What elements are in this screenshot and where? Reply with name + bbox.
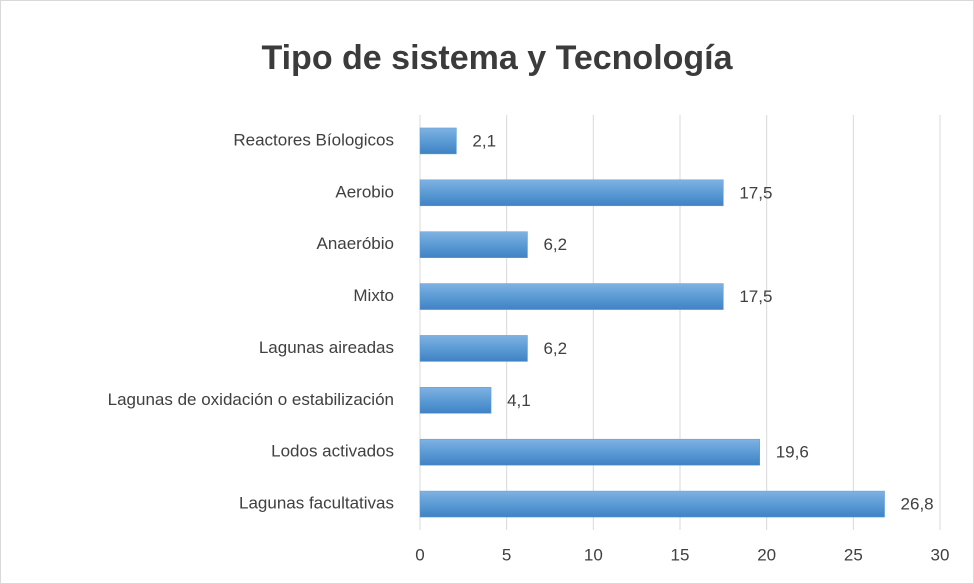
data-label: 6,2 — [543, 339, 567, 358]
data-label: 4,1 — [507, 391, 531, 410]
y-tick-label: Anaeróbio — [316, 234, 394, 253]
x-tick-label: 5 — [502, 545, 511, 564]
chart-title: Tipo de sistema y Tecnología — [261, 39, 733, 77]
x-tick-label: 20 — [757, 545, 776, 564]
data-label: 26,8 — [901, 495, 934, 514]
bar — [419, 490, 885, 518]
x-tick-label: 10 — [584, 545, 603, 564]
bar — [419, 179, 724, 207]
y-tick-label: Mixto — [353, 286, 394, 305]
y-tick-label: Lagunas de oxidación o estabilización — [108, 390, 394, 409]
y-tick-label: Lagunas facultativas — [239, 494, 394, 513]
bar — [419, 231, 528, 258]
bar — [419, 283, 724, 310]
data-label: 17,5 — [739, 287, 772, 306]
bar — [419, 387, 492, 414]
bar — [419, 127, 457, 155]
y-tick-label: Aerobio — [335, 182, 394, 201]
data-label: 17,5 — [739, 183, 772, 202]
x-tick-label: 15 — [671, 545, 690, 564]
y-tick-label: Lagunas aireadas — [259, 338, 394, 357]
x-tick-label: 25 — [844, 545, 863, 564]
x-tick-label: 0 — [415, 545, 424, 564]
bar — [419, 335, 528, 362]
y-tick-label: Reactores Bíologicos — [233, 130, 394, 149]
y-tick-label: Lodos activados — [271, 442, 394, 461]
data-label: 6,2 — [543, 235, 567, 254]
data-label: 2,1 — [472, 131, 496, 150]
x-tick-label: 30 — [931, 545, 950, 564]
data-label: 19,6 — [776, 443, 809, 462]
bar — [419, 438, 760, 466]
